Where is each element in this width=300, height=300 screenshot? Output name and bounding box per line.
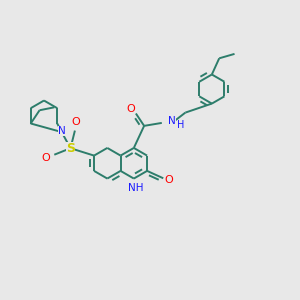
Text: O: O [42, 153, 50, 163]
Text: O: O [126, 104, 135, 114]
Text: N: N [168, 116, 176, 126]
Text: NH: NH [128, 183, 143, 193]
Text: N: N [58, 126, 65, 136]
Text: O: O [71, 117, 80, 127]
Text: H: H [177, 120, 184, 130]
Text: O: O [164, 175, 173, 185]
Text: S: S [66, 142, 75, 155]
